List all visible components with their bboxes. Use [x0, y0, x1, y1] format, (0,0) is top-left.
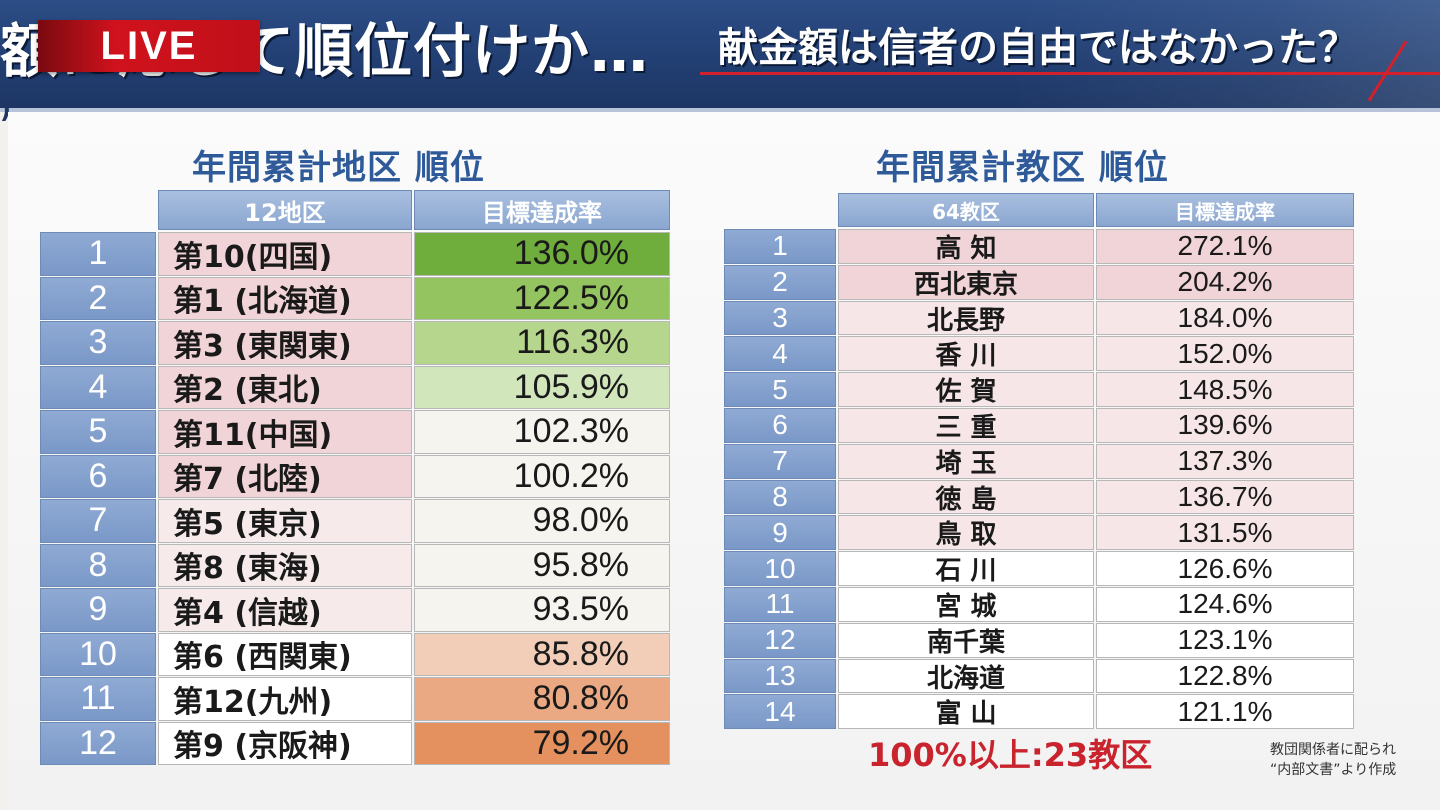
left-value-cell: 105.9%	[414, 365, 670, 409]
left-rank-cell: 6	[40, 454, 156, 498]
right-value-cell: 124.6%	[1096, 587, 1354, 622]
right-name-cell: 鳥 取	[838, 515, 1094, 551]
left-value-cell: 102.3%	[414, 410, 670, 454]
subheadline: 献金額は信者の自由ではなかった？	[718, 25, 1358, 71]
right-value-cell: 122.8%	[1096, 658, 1354, 694]
right-value-cell: 121.1%	[1096, 694, 1354, 730]
right-rank-cell: 6	[724, 408, 836, 443]
right-table-title: 年間累計教区 順位	[876, 148, 1169, 188]
right-rank-cell: 4	[724, 336, 836, 372]
right-name-cell: 三 重	[838, 408, 1094, 443]
left-rank-cell: 11	[40, 677, 156, 721]
right-value-cell: 184.0%	[1096, 300, 1354, 336]
right-value-cell: 152.0%	[1096, 336, 1354, 372]
right-rank-cell: 9	[724, 515, 836, 551]
right-name-cell: 富 山	[838, 694, 1094, 730]
left-value-cell: 93.5%	[414, 588, 670, 632]
left-name-cell: 第10(四国)	[158, 232, 412, 276]
left-rank-cell: 12	[40, 721, 156, 765]
left-name-cell: 第5 (東京)	[158, 499, 412, 543]
left-name-cell: 第11(中国)	[158, 410, 412, 454]
accent-line	[700, 72, 1440, 75]
right-rank-cell: 11	[724, 587, 836, 622]
left-name-cell: 第9 (京阪神)	[158, 721, 412, 765]
right-value-cell: 139.6%	[1096, 408, 1354, 443]
right-rank-cell: 2	[724, 264, 836, 300]
left-value-cell: 95.8%	[414, 543, 670, 587]
header-banner: 額に応じて順位付けか… 献金額は信者の自由ではなかった？	[0, 0, 1440, 112]
right-value-cell: 131.5%	[1096, 515, 1354, 551]
right-name-cell: 徳 島	[838, 479, 1094, 515]
right-value-cell: 272.1%	[1096, 229, 1354, 264]
right-rank-cell: 7	[724, 443, 836, 479]
source-note: 教団関係者に配られ “内部文書”より作成	[1270, 740, 1396, 780]
left-rank-cell: 8	[40, 543, 156, 587]
left-rank-cell: 4	[40, 365, 156, 409]
right-rank-cell: 5	[724, 372, 836, 407]
right-rank-cell: 8	[724, 479, 836, 515]
left-name-cell: 第7 (北陸)	[158, 454, 412, 498]
right-col-name-header: 64教区	[838, 193, 1094, 227]
left-name-cell: 第2 (東北)	[158, 365, 412, 409]
left-rank-cell: 10	[40, 632, 156, 676]
left-rank-cell: 7	[40, 499, 156, 543]
right-name-cell: 北海道	[838, 658, 1094, 694]
left-value-cell: 116.3%	[414, 321, 670, 365]
left-value-cell: 79.2%	[414, 721, 670, 765]
left-col-name-header: 12地区	[158, 190, 412, 230]
left-name-cell: 第12(九州)	[158, 677, 412, 721]
source-line-2: “内部文書”より作成	[1270, 762, 1397, 778]
left-value-cell: 136.0%	[414, 232, 670, 276]
left-rank-cell: 3	[40, 321, 156, 365]
left-value-cell: 122.5%	[414, 276, 670, 320]
right-value-cell: 136.7%	[1096, 479, 1354, 515]
right-name-cell: 西北東京	[838, 264, 1094, 300]
left-col-value-header: 目標達成率	[414, 190, 670, 230]
right-name-cell: 香 川	[838, 336, 1094, 372]
right-value-cell: 148.5%	[1096, 372, 1354, 407]
left-rank-cell: 1	[40, 232, 156, 276]
left-value-cell: 100.2%	[414, 454, 670, 498]
source-line-1: 教団関係者に配られ	[1270, 742, 1396, 758]
left-value-cell: 85.8%	[414, 632, 670, 676]
right-rank-cell: 10	[724, 551, 836, 586]
right-name-cell: 佐 賀	[838, 372, 1094, 407]
right-value-cell: 126.6%	[1096, 551, 1354, 586]
right-name-cell: 宮 城	[838, 587, 1094, 622]
right-name-cell: 埼 玉	[838, 443, 1094, 479]
right-rank-cell: 14	[724, 694, 836, 730]
left-name-cell: 第4 (信越)	[158, 588, 412, 632]
left-name-cell: 第3 (東関東)	[158, 321, 412, 365]
live-badge: LIVE	[38, 20, 260, 72]
right-rank-cell: 3	[724, 300, 836, 336]
right-value-cell: 137.3%	[1096, 443, 1354, 479]
right-rank-cell: 12	[724, 622, 836, 658]
left-name-cell: 第1 (北海道)	[158, 276, 412, 320]
right-value-cell: 204.2%	[1096, 264, 1354, 300]
right-col-value-header: 目標達成率	[1096, 193, 1354, 227]
left-name-cell: 第8 (東海)	[158, 543, 412, 587]
left-rank-cell: 2	[40, 276, 156, 320]
left-rank-cell: 9	[40, 588, 156, 632]
footer-note: 100%以上:23教区	[868, 736, 1153, 774]
left-rank-cell: 5	[40, 410, 156, 454]
right-name-cell: 石 川	[838, 551, 1094, 586]
left-value-cell: 80.8%	[414, 677, 670, 721]
partial-paren: )	[0, 96, 11, 124]
right-rank-cell: 13	[724, 658, 836, 694]
left-table-title: 年間累計地区 順位	[192, 148, 485, 188]
right-rank-cell: 1	[724, 229, 836, 264]
right-name-cell: 北長野	[838, 300, 1094, 336]
right-name-cell: 南千葉	[838, 622, 1094, 658]
banner-highlight	[1020, 0, 1440, 108]
right-value-cell: 123.1%	[1096, 622, 1354, 658]
right-name-cell: 高 知	[838, 229, 1094, 264]
left-name-cell: 第6 (西関東)	[158, 632, 412, 676]
left-value-cell: 98.0%	[414, 499, 670, 543]
